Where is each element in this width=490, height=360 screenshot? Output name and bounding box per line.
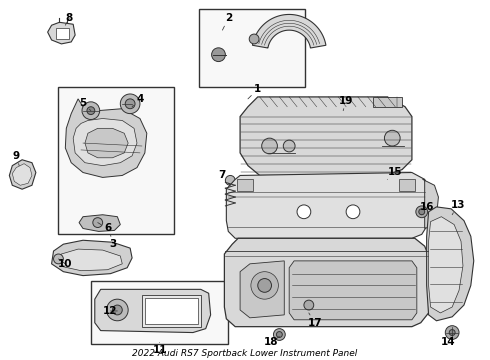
Bar <box>58 87 174 234</box>
Bar <box>372 97 402 107</box>
Bar <box>91 280 228 344</box>
Circle shape <box>121 94 140 114</box>
Circle shape <box>212 48 225 62</box>
Circle shape <box>346 205 360 219</box>
Text: 3: 3 <box>109 234 116 249</box>
Polygon shape <box>48 22 75 44</box>
Circle shape <box>249 34 259 44</box>
Circle shape <box>53 254 63 264</box>
Text: 14: 14 <box>441 334 456 347</box>
Circle shape <box>385 130 400 146</box>
Text: 15: 15 <box>388 167 402 179</box>
Polygon shape <box>73 118 137 166</box>
Text: 10: 10 <box>58 259 73 269</box>
Bar <box>399 179 415 191</box>
Polygon shape <box>95 289 211 333</box>
Text: 2022 Audi RS7 Sportback Lower Instrument Panel: 2022 Audi RS7 Sportback Lower Instrument… <box>132 349 358 358</box>
Bar <box>142 295 201 327</box>
Polygon shape <box>289 261 417 320</box>
Polygon shape <box>58 249 122 271</box>
Polygon shape <box>226 172 427 238</box>
Text: 9: 9 <box>13 151 20 166</box>
Circle shape <box>93 218 102 228</box>
Circle shape <box>416 206 428 218</box>
Bar <box>199 9 305 87</box>
Circle shape <box>304 300 314 310</box>
Polygon shape <box>9 160 36 189</box>
Polygon shape <box>427 207 474 321</box>
Circle shape <box>125 99 135 109</box>
Circle shape <box>106 299 128 321</box>
Text: 12: 12 <box>103 306 118 316</box>
Polygon shape <box>85 128 128 158</box>
Circle shape <box>283 140 295 152</box>
Circle shape <box>258 279 271 292</box>
Polygon shape <box>423 179 439 229</box>
Polygon shape <box>79 215 121 231</box>
Circle shape <box>251 272 278 299</box>
Text: 7: 7 <box>219 171 230 185</box>
Text: 13: 13 <box>451 200 465 215</box>
Circle shape <box>225 175 235 185</box>
Text: 2: 2 <box>222 13 232 30</box>
Text: 18: 18 <box>264 337 279 347</box>
Polygon shape <box>224 238 429 327</box>
Text: 17: 17 <box>307 313 322 328</box>
Text: 11: 11 <box>152 342 167 355</box>
Bar <box>55 28 69 39</box>
Circle shape <box>87 107 95 114</box>
Circle shape <box>273 329 285 341</box>
Text: 8: 8 <box>65 13 73 25</box>
Circle shape <box>445 326 459 339</box>
Polygon shape <box>240 97 412 175</box>
Circle shape <box>276 332 282 337</box>
Text: 6: 6 <box>98 222 111 234</box>
Text: 19: 19 <box>339 96 353 111</box>
Polygon shape <box>12 164 32 185</box>
Text: 1: 1 <box>248 84 261 99</box>
Circle shape <box>112 305 122 315</box>
Circle shape <box>82 102 99 120</box>
Text: 16: 16 <box>419 202 434 215</box>
Polygon shape <box>51 240 132 276</box>
Polygon shape <box>252 14 326 48</box>
Circle shape <box>297 205 311 219</box>
Circle shape <box>449 330 455 336</box>
Bar <box>237 179 253 191</box>
Text: 5: 5 <box>79 98 91 111</box>
Circle shape <box>419 209 425 215</box>
Bar <box>145 298 198 324</box>
Circle shape <box>262 138 277 154</box>
Text: 4: 4 <box>132 94 144 107</box>
Polygon shape <box>429 217 463 313</box>
Polygon shape <box>240 261 284 318</box>
Polygon shape <box>65 99 147 177</box>
